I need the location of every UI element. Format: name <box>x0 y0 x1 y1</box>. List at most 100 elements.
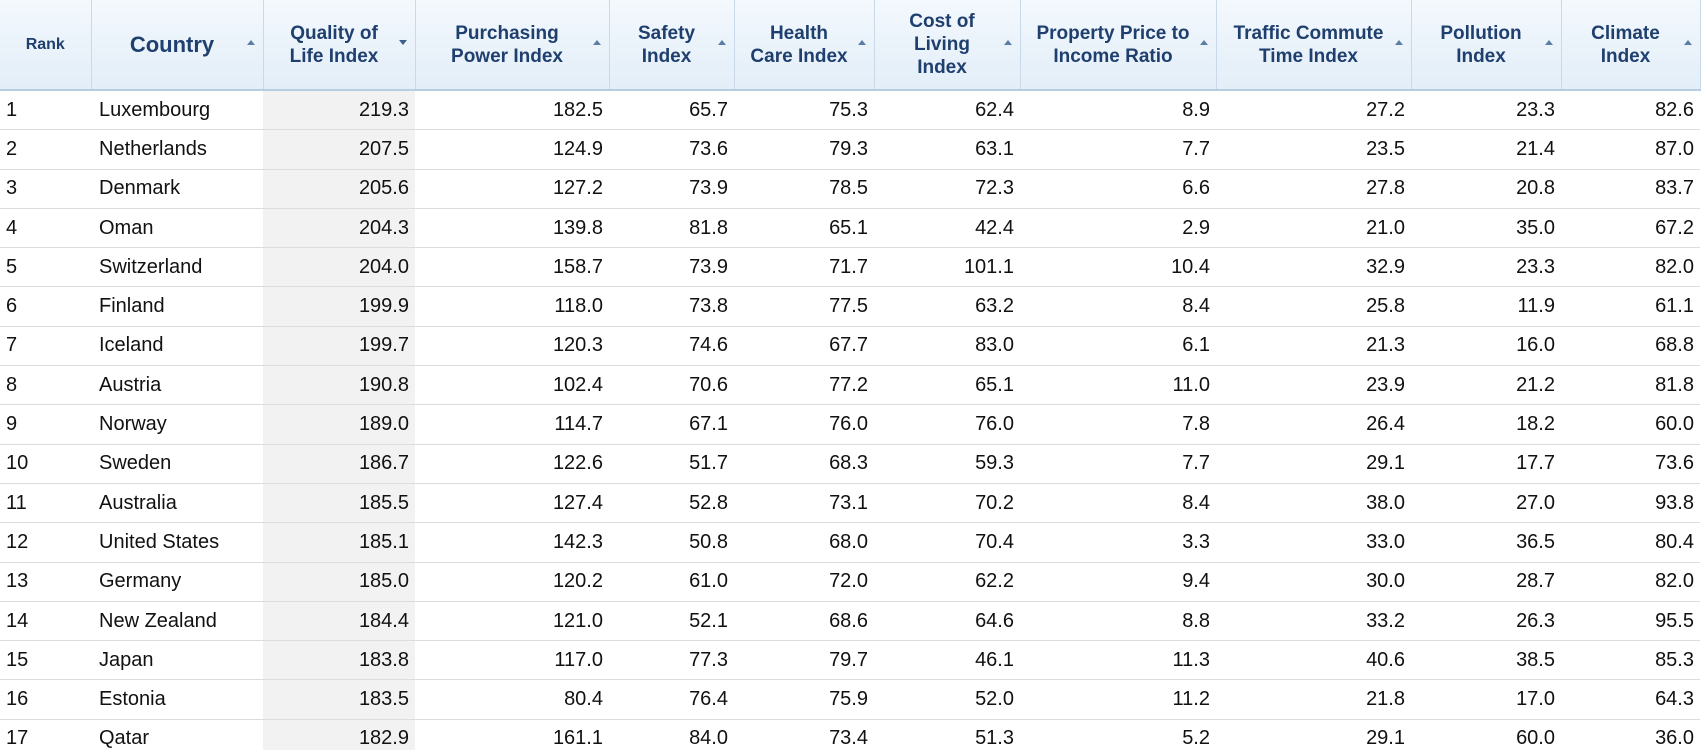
table-cell: 121.0 <box>415 601 609 642</box>
table-cell: 84.0 <box>609 719 734 750</box>
table-cell: 23.9 <box>1216 365 1411 406</box>
column-header[interactable]: Pollution Index <box>1411 0 1562 91</box>
table-cell: 7.7 <box>1020 129 1216 170</box>
table-cell: 8.8 <box>1020 601 1216 642</box>
table-row: 12 United States 185.1 142.3 50.8 68.0 70.4 3.3… <box>0 522 1700 563</box>
table-cell: 65.7 <box>609 90 734 131</box>
table-cell: 27.0 <box>1411 483 1561 524</box>
country-cell: Norway <box>91 404 263 445</box>
table-row: 6 Finland 199.9 118.0 73.8 77.5 63.2 8.4 25.8 11.… <box>0 286 1700 327</box>
table-cell: 30.0 <box>1216 562 1411 602</box>
table-cell: 11.0 <box>1020 365 1216 406</box>
table-cell: 120.2 <box>415 562 609 602</box>
table-cell: 204.0 <box>263 247 415 288</box>
table-cell: 8 <box>0 365 91 406</box>
table-cell: 33.0 <box>1216 522 1411 563</box>
table-cell: 117.0 <box>415 640 609 681</box>
country-cell: Austria <box>91 365 263 406</box>
table-cell: 68.0 <box>734 522 874 563</box>
table-cell: 65.1 <box>734 208 874 249</box>
table-cell: 189.0 <box>263 404 415 445</box>
sort-icon[interactable] <box>1199 40 1208 45</box>
table-cell: 36.0 <box>1561 719 1700 750</box>
table-cell: 26.4 <box>1216 404 1411 445</box>
table-cell: 38.5 <box>1411 640 1561 681</box>
table-row: 2 Netherlands 207.5 124.9 73.6 79.3 63.1 7.7 23.… <box>0 129 1700 170</box>
table-cell: 11.9 <box>1411 286 1561 327</box>
table-cell: 21.2 <box>1411 365 1561 406</box>
table-cell: 11 <box>0 483 91 524</box>
table-cell: 52.0 <box>874 679 1020 720</box>
table-cell: 82.6 <box>1561 90 1700 131</box>
column-header[interactable]: Cost of Living Index <box>874 0 1021 91</box>
table-cell: 79.7 <box>734 640 874 681</box>
country-cell: Luxembourg <box>91 90 263 131</box>
column-header[interactable]: Traffic Commute Time Index <box>1216 0 1412 91</box>
table-cell: 71.7 <box>734 247 874 288</box>
sort-icon[interactable] <box>1003 40 1012 45</box>
table-row: 14 New Zealand 184.4 121.0 52.1 68.6 64.6 8.8 33… <box>0 601 1700 642</box>
column-header[interactable]: Safety Index <box>609 0 735 91</box>
table-cell: 9.4 <box>1020 562 1216 602</box>
table-cell: 158.7 <box>415 247 609 288</box>
table-cell: 64.3 <box>1561 679 1700 720</box>
column-header[interactable]: Climate Index <box>1561 0 1701 91</box>
table-cell: 87.0 <box>1561 129 1700 170</box>
country-cell: Finland <box>91 286 263 327</box>
sort-icon[interactable] <box>1544 40 1553 45</box>
table-cell: 142.3 <box>415 522 609 563</box>
table-cell: 70.4 <box>874 522 1020 563</box>
country-cell: Switzerland <box>91 247 263 288</box>
table-cell: 124.9 <box>415 129 609 170</box>
table-cell: 82.0 <box>1561 247 1700 288</box>
column-title: Safety Index <box>637 22 696 67</box>
table-cell: 12 <box>0 522 91 563</box>
table-row: 9 Norway 189.0 114.7 67.1 76.0 76.0 7.8 26.4 18.2… <box>0 404 1700 445</box>
table-cell: 73.9 <box>609 169 734 209</box>
table-cell: 60.0 <box>1561 404 1700 445</box>
column-title: Property Price to Income Ratio <box>1036 22 1190 67</box>
table-cell: 219.3 <box>263 90 415 131</box>
table-cell: 199.7 <box>263 326 415 367</box>
table-cell: 77.2 <box>734 365 874 406</box>
sort-icon[interactable] <box>592 40 601 45</box>
table-cell: 65.1 <box>874 365 1020 406</box>
table-cell: 52.1 <box>609 601 734 642</box>
sort-icon[interactable] <box>398 40 407 45</box>
table-cell: 51.7 <box>609 444 734 484</box>
table-cell: 73.9 <box>609 247 734 288</box>
sort-icon[interactable] <box>857 40 866 45</box>
table-cell: 8.4 <box>1020 483 1216 524</box>
table-cell: 46.1 <box>874 640 1020 681</box>
country-cell: Australia <box>91 483 263 524</box>
table-row: 10 Sweden 186.7 122.6 51.7 68.3 59.3 7.7 29.1 17.… <box>0 444 1700 484</box>
country-cell: Iceland <box>91 326 263 367</box>
sort-icon[interactable] <box>1683 40 1692 45</box>
column-header[interactable]: Purchasing Power Index <box>415 0 610 91</box>
table-cell: 52.8 <box>609 483 734 524</box>
table-cell: 76.0 <box>874 404 1020 445</box>
table-row: 15 Japan 183.8 117.0 77.3 79.7 46.1 11.3 40.6 38.… <box>0 640 1700 681</box>
table-cell: 10.4 <box>1020 247 1216 288</box>
sort-icon[interactable] <box>246 40 255 45</box>
table-cell: 83.7 <box>1561 169 1700 209</box>
sort-icon[interactable] <box>1394 40 1403 45</box>
column-header[interactable]: Quality of Life Index <box>263 0 416 91</box>
table-row: 17 Qatar 182.9 161.1 84.0 73.4 51.3 5.2 29.1 60.0… <box>0 719 1700 750</box>
table-cell: 62.2 <box>874 562 1020 602</box>
table-cell: 2.9 <box>1020 208 1216 249</box>
column-header[interactable]: Rank <box>0 0 92 91</box>
table-cell: 36.5 <box>1411 522 1561 563</box>
table-cell: 185.1 <box>263 522 415 563</box>
table-cell: 21.4 <box>1411 129 1561 170</box>
table-cell: 33.2 <box>1216 601 1411 642</box>
sort-icon[interactable] <box>717 40 726 45</box>
table-cell: 29.1 <box>1216 444 1411 484</box>
table-cell: 50.8 <box>609 522 734 563</box>
column-header[interactable]: Property Price to Income Ratio <box>1020 0 1217 91</box>
country-cell: New Zealand <box>91 601 263 642</box>
column-header[interactable]: Health Care Index <box>734 0 875 91</box>
table-cell: 207.5 <box>263 129 415 170</box>
column-header[interactable]: Country <box>91 0 264 91</box>
table-cell: 61.0 <box>609 562 734 602</box>
